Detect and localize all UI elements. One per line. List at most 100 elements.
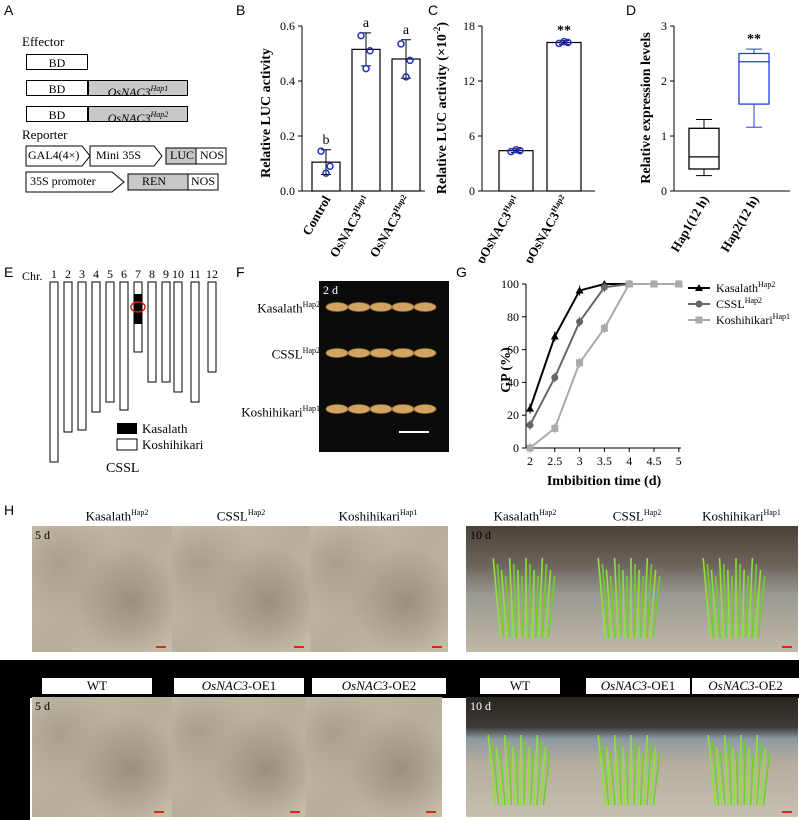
osnac3-hap1-box: OsNAC3Hap1 — [88, 80, 188, 99]
c-bar — [498, 150, 534, 192]
h-label-kasalath: KasalathHap2 — [85, 508, 149, 524]
g-series-line — [529, 283, 679, 409]
seedling-blade — [538, 557, 544, 639]
scale-bar — [294, 646, 304, 648]
chromosome — [207, 281, 217, 373]
c-datapoint — [560, 37, 568, 46]
seedling-blade — [500, 569, 508, 639]
seedling-blade — [633, 740, 636, 806]
seedling-blade — [503, 734, 509, 806]
i-day-10: 10 d — [470, 699, 491, 713]
b-datapoint — [357, 31, 365, 40]
legend-koshihikari: Koshihikari — [142, 437, 204, 452]
seedling-blade — [711, 740, 720, 806]
chromosome-number: 11 — [189, 267, 201, 281]
chromosome-number: 1 — [51, 267, 57, 281]
g-xtick-label: 4 — [626, 454, 632, 468]
panel-label-g: G — [456, 264, 467, 280]
chromosome-number: 4 — [93, 267, 99, 281]
seedling-blade — [516, 752, 519, 806]
seedling-blade — [622, 569, 626, 639]
scale-bar — [432, 646, 442, 648]
seedling-blade — [723, 734, 729, 806]
f-row-koshihikari: KoshihikariHap1 — [241, 404, 320, 420]
promoter35s-label: 35S promoter — [30, 174, 96, 188]
seed-photo-day: 2 d — [323, 283, 338, 297]
g-legend-marker — [695, 300, 703, 308]
seed — [391, 348, 415, 358]
d-category-label: Hap1(12 h) — [667, 193, 711, 255]
i-label-wt-10d: WT — [480, 678, 560, 694]
reporter-title: Reporter — [22, 127, 68, 142]
chart-d-ylabel: Relative expression levels — [639, 32, 654, 184]
seedling-blade — [526, 746, 530, 806]
seedling-blade — [529, 752, 535, 806]
g-legend-marker — [695, 316, 703, 324]
g-legend-label: CSSLHap2 — [716, 296, 762, 311]
seedling-blade — [534, 575, 540, 639]
seedling-blade — [495, 746, 503, 806]
seedling-blade — [652, 752, 661, 806]
seedling-blade — [636, 569, 640, 639]
luc-label: LUC — [170, 148, 194, 162]
g-datapoint — [675, 280, 683, 288]
scale-bar — [782, 646, 792, 648]
panel-label-h: H — [4, 502, 15, 518]
d-ytick-label: 2 — [661, 74, 667, 88]
chromosome-number: 9 — [163, 267, 169, 281]
seedling-blade — [626, 575, 629, 639]
osnac3-hap2-box: OsNAC3Hap2 — [88, 106, 188, 125]
c-ytick-label: 18 — [463, 19, 475, 33]
seedling-blade — [609, 575, 616, 639]
bd-box-3: BD — [26, 106, 88, 122]
chromosome — [161, 281, 171, 383]
h-label-kasalath-10d: KasalathHap2 — [493, 508, 557, 524]
seed — [325, 348, 349, 358]
i-photo-wt-5d: 5 d — [32, 697, 172, 817]
scale-bar — [154, 811, 164, 813]
seedling-blade — [743, 740, 746, 806]
chr-label: Chr. — [22, 269, 42, 283]
chromosome-number: 8 — [149, 267, 155, 281]
seedling-blade — [727, 569, 731, 639]
i-label-oe1: OsNAC3-OE1 — [174, 678, 304, 694]
i-day-5: 5 d — [35, 699, 50, 713]
scale-bar — [782, 811, 792, 813]
c-datapoint — [512, 146, 520, 154]
g-legend-label: KoshihikariHap1 — [716, 312, 790, 327]
seedling-blade — [759, 746, 767, 806]
seedling-blade — [517, 569, 521, 639]
seed-rows — [325, 302, 437, 414]
panel-label-e: E — [4, 264, 14, 280]
d-ytick-label: 3 — [661, 19, 667, 33]
b-datapoint — [326, 162, 334, 170]
g-series-line — [529, 283, 679, 449]
chromosome — [190, 281, 200, 403]
g-xtick-label: 3.5 — [597, 454, 612, 468]
b-datapoint — [406, 56, 414, 65]
seedling-blade — [508, 557, 514, 639]
seedling-blade — [749, 752, 755, 806]
seedling-blade — [597, 734, 607, 806]
b-signif-letter: b — [323, 133, 330, 148]
i-label-oe1-10d: OsNAC3-OE1 — [586, 678, 690, 694]
h-day-10: 10 d — [470, 528, 491, 542]
reporter-constructs — [25, 145, 227, 193]
g-ytick-label: 0 — [513, 441, 519, 455]
b-signif-letter: a — [403, 23, 410, 38]
ren-label: REN — [142, 174, 166, 188]
chromosome — [147, 281, 157, 383]
left-band — [0, 698, 30, 820]
chromosome — [105, 281, 115, 403]
h-seedlings — [492, 557, 766, 639]
seedling-blade — [626, 752, 629, 806]
d-box — [738, 52, 770, 105]
g-ytick-label: 40 — [507, 375, 519, 389]
seedling-blade — [757, 575, 766, 639]
locus-circle — [130, 301, 146, 313]
chromosome-number: 5 — [107, 267, 113, 281]
seedling-blade — [652, 575, 661, 639]
seedling-blade — [714, 575, 721, 639]
seedling-blade — [547, 575, 556, 639]
g-datapoint — [650, 280, 658, 288]
